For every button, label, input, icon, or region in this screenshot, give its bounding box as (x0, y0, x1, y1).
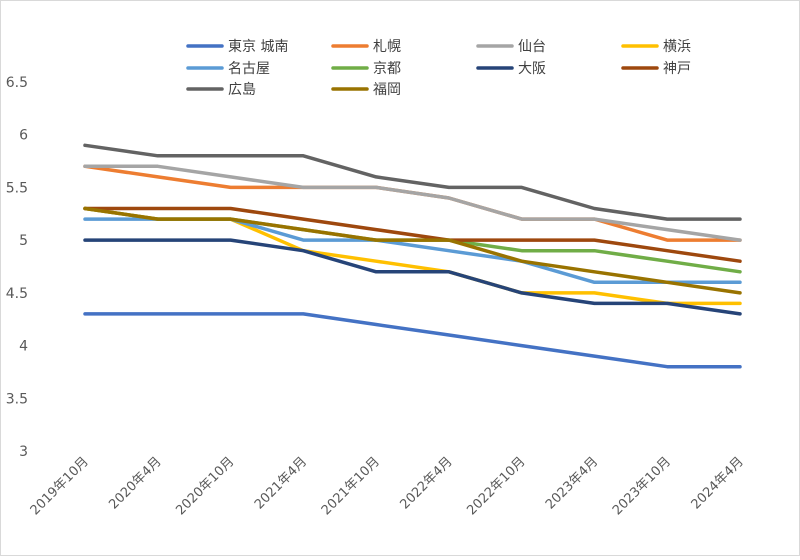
series-lines (83, 143, 742, 369)
legend-item: 大阪 (476, 61, 546, 77)
legend-label: 仙台 (518, 39, 546, 55)
y-tick-label: 5 (19, 233, 28, 249)
series-line-9 (83, 143, 742, 221)
series-line-7 (83, 238, 742, 316)
legend-label: 広島 (228, 82, 256, 98)
y-tick-label: 6.5 (6, 75, 28, 91)
y-tick-label: 4 (19, 339, 28, 355)
series-line-10 (83, 206, 742, 295)
legend-label: 名古屋 (228, 61, 270, 77)
series-line-3 (83, 164, 742, 242)
legend-item: 京都 (331, 61, 401, 77)
y-tick-label: 4.5 (6, 286, 28, 302)
y-tick-label: 6 (19, 128, 28, 144)
legend-item: 広島 (186, 82, 256, 98)
legend-item: 福岡 (331, 82, 401, 98)
y-tick-label: 3.5 (6, 391, 28, 407)
legend-item: 仙台 (476, 39, 546, 55)
y-axis-ticks: 3 3.5 4 4.5 5 5.5 6 6.5 (6, 75, 28, 460)
legend-item: 横浜 (621, 39, 691, 55)
series-line-8 (83, 206, 742, 263)
legend-item: 神戸 (621, 61, 691, 77)
legend-label: 大阪 (518, 61, 546, 77)
legend-label: 神戸 (663, 61, 691, 77)
y-tick-label: 3 (19, 444, 28, 460)
legend-label: 横浜 (663, 39, 691, 55)
legend-item: 札幌 (331, 39, 401, 55)
legend-label: 京都 (373, 61, 401, 77)
legend-item: 名古屋 (186, 61, 270, 77)
legend-label: 福岡 (373, 82, 401, 98)
series-line-1 (83, 312, 742, 369)
legend-item: 東京 城南 (186, 39, 288, 55)
y-tick-label: 5.5 (6, 180, 28, 196)
legend-label: 札幌 (373, 39, 401, 55)
legend-label: 東京 城南 (228, 39, 288, 55)
